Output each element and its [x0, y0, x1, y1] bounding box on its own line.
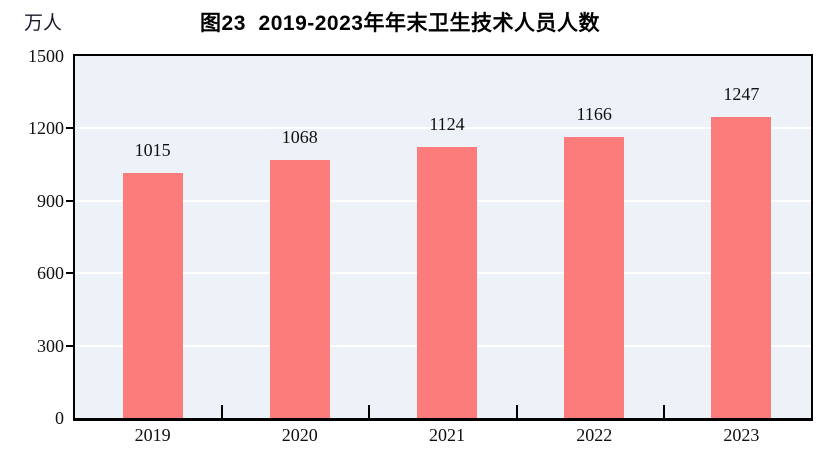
x-axis-label-2022: 2022	[576, 425, 613, 445]
y-axis-unit-label: 万人	[24, 13, 63, 34]
bar-value-2023: 1247	[723, 84, 760, 105]
bar-value-2019: 1015	[134, 140, 171, 161]
y-axis-label-0: 0	[55, 408, 64, 428]
y-axis-label-600: 600	[37, 263, 64, 284]
bar-value-2020: 1068	[281, 127, 318, 148]
x-axis-label-2023: 2023	[723, 425, 760, 445]
bar-2022	[564, 136, 625, 418]
bar-2023	[711, 117, 772, 418]
x-axis-label-2020: 2020	[281, 425, 318, 445]
y-axis-label-1500: 1500	[28, 46, 64, 66]
y-axis-tick-600	[66, 272, 73, 275]
y-axis-label-300: 300	[37, 335, 64, 356]
gridline-1200	[75, 127, 811, 130]
y-axis-tick-1200	[66, 127, 73, 130]
plot-area: 1015 1068 1124 1166 1247	[73, 54, 813, 421]
y-axis-label-900: 900	[37, 190, 64, 211]
x-axis-boundary-tick-4	[662, 405, 665, 418]
bar-2021	[417, 146, 477, 418]
x-axis-label-2021: 2021	[429, 425, 465, 445]
y-axis-label-1200: 1200	[28, 118, 64, 139]
bar-value-2022: 1166	[576, 103, 612, 124]
x-axis-boundary-tick-2	[368, 405, 371, 418]
y-axis-tick-300	[66, 344, 73, 347]
bar-2019	[122, 173, 183, 418]
x-axis-boundary-tick-1	[221, 405, 224, 418]
chart-title: 图23 2019-2023年年末卫生技术人员人数	[200, 12, 600, 35]
x-axis-boundary-tick-3	[515, 405, 518, 418]
bar-2020	[269, 160, 330, 418]
y-axis-tick-900	[66, 199, 73, 202]
bar-value-2021: 1124	[429, 113, 465, 134]
x-axis-label-2019: 2019	[134, 425, 171, 445]
